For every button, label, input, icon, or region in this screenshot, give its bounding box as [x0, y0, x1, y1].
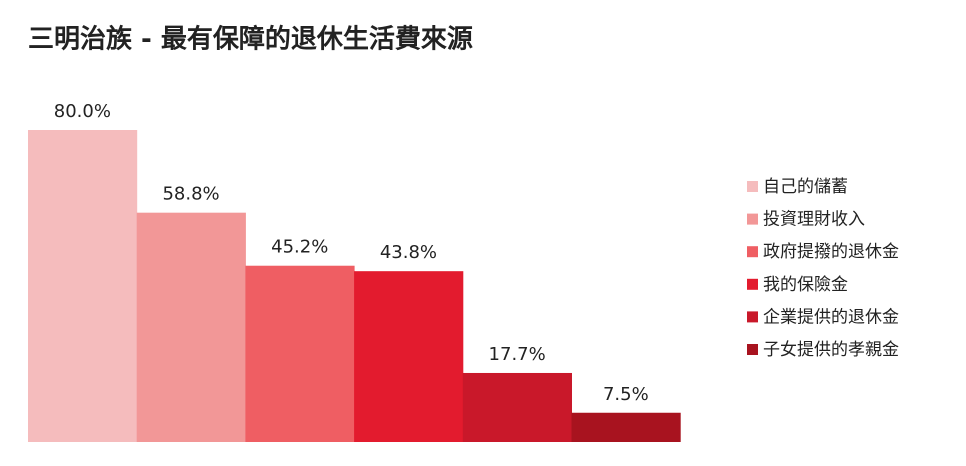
bar	[28, 130, 138, 442]
legend-swatch	[747, 278, 758, 290]
value-label: 17.7%	[489, 344, 546, 365]
bar	[354, 271, 464, 442]
legend-swatch	[747, 181, 758, 192]
value-label: 7.5%	[603, 384, 649, 405]
legend-swatch	[747, 246, 758, 258]
bar	[245, 265, 355, 442]
value-label: 58.8%	[162, 184, 219, 205]
legend-swatch	[747, 213, 758, 225]
legend-label: 子女提供的孝親金	[763, 340, 899, 360]
legend-label: 我的保險金	[763, 275, 848, 295]
legend-label: 企業提供的退休金	[763, 307, 899, 327]
legend-swatch	[747, 311, 758, 323]
bar	[571, 412, 681, 442]
legend-swatch	[747, 344, 758, 355]
legend-label: 政府提撥的退休金	[763, 242, 899, 262]
value-label: 43.8%	[380, 242, 437, 263]
chart-title: 三明治族 - 最有保障的退休生活費來源	[28, 24, 473, 55]
value-label: 80.0%	[54, 101, 111, 122]
legend-label: 自己的儲蓄	[763, 177, 848, 197]
value-label: 45.2%	[271, 237, 328, 258]
bar	[136, 212, 246, 442]
bar	[462, 372, 572, 442]
legend-label: 投資理財收入	[763, 210, 865, 230]
